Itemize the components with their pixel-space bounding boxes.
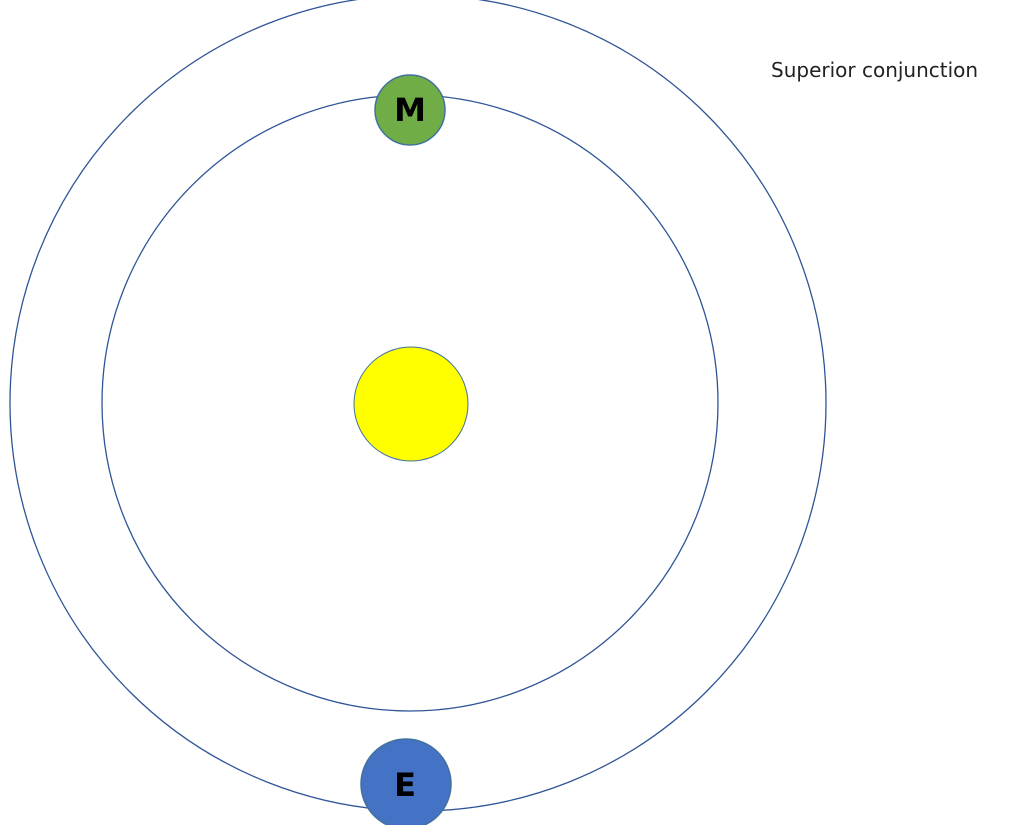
diagram-caption: Superior conjunction [771, 58, 979, 82]
mars-label: M [394, 91, 426, 129]
sun [353, 346, 469, 462]
mars-planet: M [374, 74, 446, 146]
mars-disc [374, 74, 446, 146]
earth-label: E [394, 766, 416, 804]
earth-disc [360, 738, 452, 825]
earth-planet: E [360, 738, 452, 825]
